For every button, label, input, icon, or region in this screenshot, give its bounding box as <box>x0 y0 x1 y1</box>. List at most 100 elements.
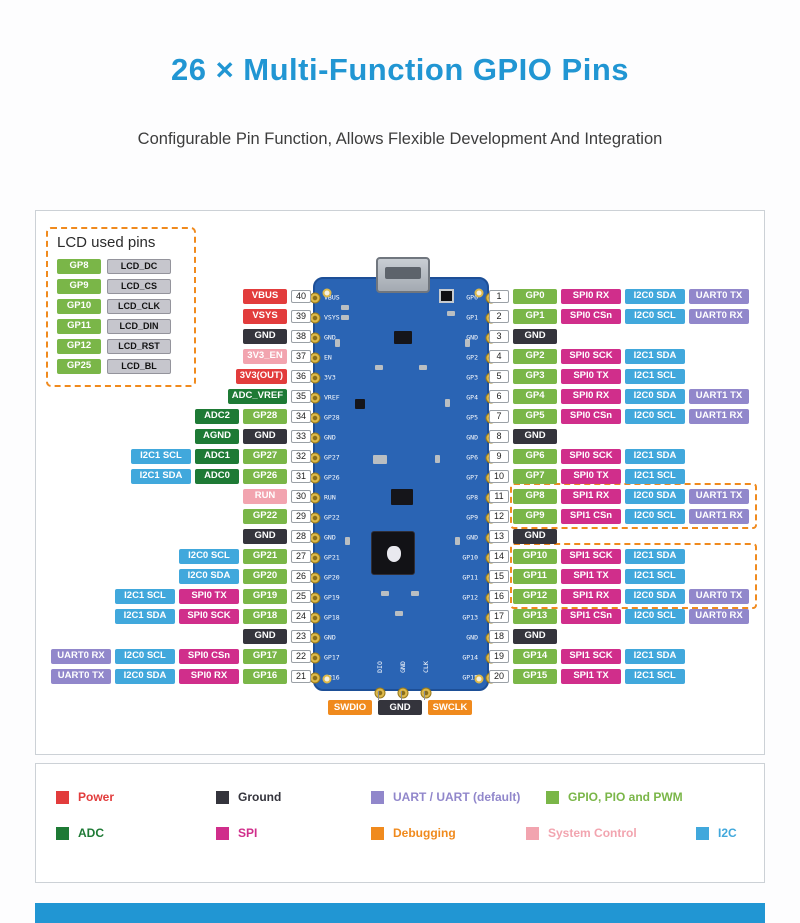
pin-label-gp14: GP14 <box>513 648 557 664</box>
pin-number-11: 11 <box>489 489 509 503</box>
board-silk-label: GP8 <box>466 493 478 502</box>
lcd-pin-row-gp12: GP12 LCD_RST <box>57 336 194 356</box>
component <box>345 537 350 545</box>
legend-swatch-sysctl <box>526 826 539 840</box>
board-silk-label: GP3 <box>466 373 478 382</box>
castellated-pad <box>309 552 321 564</box>
lcd-function-lcd-bl: LCD_BL <box>107 358 171 374</box>
pin-label-gp22: GP22 <box>243 508 287 524</box>
pin-row-right-10: 10 GP7 SPI0 TX I2C1 SCL <box>489 466 685 486</box>
board-silk-label: EN <box>324 353 332 362</box>
board-silk-label: GP13 <box>462 613 478 622</box>
component <box>465 339 470 347</box>
component <box>419 365 427 370</box>
pin-row-right-9: 9 GP6 SPI0 SCK I2C1 SDA <box>489 446 685 466</box>
legend-swatch-uart <box>371 790 384 804</box>
castellated-pad <box>309 452 321 464</box>
lcd-function-lcd-cs: LCD_CS <box>107 278 171 294</box>
rp2040-chip <box>371 531 415 575</box>
lcd-function-lcd-din: LCD_DIN <box>107 318 171 334</box>
pin-number-12: 12 <box>489 509 509 523</box>
pin-label-swdio: SWDIO <box>328 700 372 715</box>
pin-label-adc0: ADC0 <box>195 468 239 484</box>
pin-label-i2c1-scl: I2C1 SCL <box>131 448 191 464</box>
pin-number-3: 3 <box>489 329 509 343</box>
board-silk-label: DIO <box>376 661 384 673</box>
pin-number-40: 40 <box>291 289 311 303</box>
component <box>355 399 365 409</box>
pin-label-gp6: GP6 <box>513 448 557 464</box>
pin-number-35: 35 <box>291 389 311 403</box>
board-silk-label: GP6 <box>466 453 478 462</box>
board-silk-label: GP9 <box>466 513 478 522</box>
component <box>341 315 349 320</box>
castellated-pad <box>309 432 321 444</box>
legend-label: Debugging <box>393 826 456 840</box>
pin-label-uart0-tx: UART0 TX <box>51 668 111 684</box>
pin-label-i2c0-sda: I2C0 SDA <box>625 488 685 504</box>
pin-label-gp3: GP3 <box>513 368 557 384</box>
pin-label-gp18: GP18 <box>243 608 287 624</box>
usb-connector <box>376 257 430 293</box>
pin-label-vsys: VSYS <box>243 308 287 324</box>
pin-label-gp13: GP13 <box>513 608 557 624</box>
pin-row-left-22: UART0 RX I2C0 SCL SPI0 CSn GP17 22 <box>51 646 311 666</box>
castellated-pad <box>309 412 321 424</box>
castellated-pad <box>309 492 321 504</box>
pin-row-left-33: AGND GND 33 <box>195 426 311 446</box>
pin-label-i2c0-sda: I2C0 SDA <box>179 568 239 584</box>
pin-label-i2c0-scl: I2C0 SCL <box>625 408 685 424</box>
castellated-pad <box>309 312 321 324</box>
castellated-pad <box>309 292 321 304</box>
legend-panel: Power Ground UART / UART (default) GPIO, PI… <box>35 763 765 883</box>
pin-label-gnd: GND <box>378 700 422 715</box>
legend-swatch-i2c <box>696 826 709 840</box>
pin-label-gnd: GND <box>513 428 557 444</box>
legend-swatch-ground <box>216 790 229 804</box>
board-silk-label: GND <box>466 633 478 642</box>
castellated-pad <box>309 372 321 384</box>
component <box>375 365 383 370</box>
pin-label-gp15: GP15 <box>513 668 557 684</box>
pin-label-spi0-tx: SPI0 TX <box>561 368 621 384</box>
component <box>435 455 440 463</box>
legend-label: SPI <box>238 826 258 840</box>
pin-number-14: 14 <box>489 549 509 563</box>
pin-label-i2c0-sda: I2C0 SDA <box>625 288 685 304</box>
component <box>395 611 403 616</box>
pin-label-i2c0-scl: I2C0 SCL <box>625 508 685 524</box>
board-silk-label: GP11 <box>462 573 478 582</box>
pin-label-i2c1-sda: I2C1 SDA <box>115 608 175 624</box>
board-silk-label: GND <box>466 433 478 442</box>
pin-number-7: 7 <box>489 409 509 423</box>
pin-label-spi1-rx: SPI1 RX <box>561 488 621 504</box>
component <box>335 339 340 347</box>
legend-item-adc: ADC <box>56 826 216 840</box>
pin-label-spi0-sck: SPI0 SCK <box>179 608 239 624</box>
castellated-pad <box>309 512 321 524</box>
pin-number-37: 37 <box>291 349 311 363</box>
mounting-hole <box>474 674 484 684</box>
pin-label-i2c0-sda: I2C0 SDA <box>115 668 175 684</box>
pin-row-left-31: I2C1 SDA ADC0 GP26 31 <box>131 466 311 486</box>
pin-row-right-7: 7 GP5 SPI0 CSn I2C0 SCL UART1 RX <box>489 406 749 426</box>
legend-item-spi: SPI <box>216 826 371 840</box>
pin-label-gp8: GP8 <box>513 488 557 504</box>
pin-number-4: 4 <box>489 349 509 363</box>
pin-row-left-35: ADC_VREF 35 <box>227 386 311 406</box>
pin-label-i2c1-scl: I2C1 SCL <box>625 368 685 384</box>
legend-item-ground: Ground <box>216 790 371 804</box>
pin-label-i2c1-sda: I2C1 SDA <box>625 448 685 464</box>
pin-label-spi0-csn: SPI0 CSn <box>561 308 621 324</box>
pin-label-gp21: GP21 <box>243 548 287 564</box>
pin-number-13: 13 <box>489 529 509 543</box>
pin-row-left-24: I2C1 SDA SPI0 SCK GP18 24 <box>115 606 311 626</box>
pin-row-left-34: ADC2 GP28 34 <box>195 406 311 426</box>
pin-label-i2c0-sda: I2C0 SDA <box>625 388 685 404</box>
pin-label-spi0-sck: SPI0 SCK <box>561 348 621 364</box>
pin-label-gnd: GND <box>243 428 287 444</box>
boot-button <box>439 289 454 303</box>
pin-label-spi0-rx: SPI0 RX <box>179 668 239 684</box>
pin-row-right-3: 3 GND <box>489 326 557 346</box>
